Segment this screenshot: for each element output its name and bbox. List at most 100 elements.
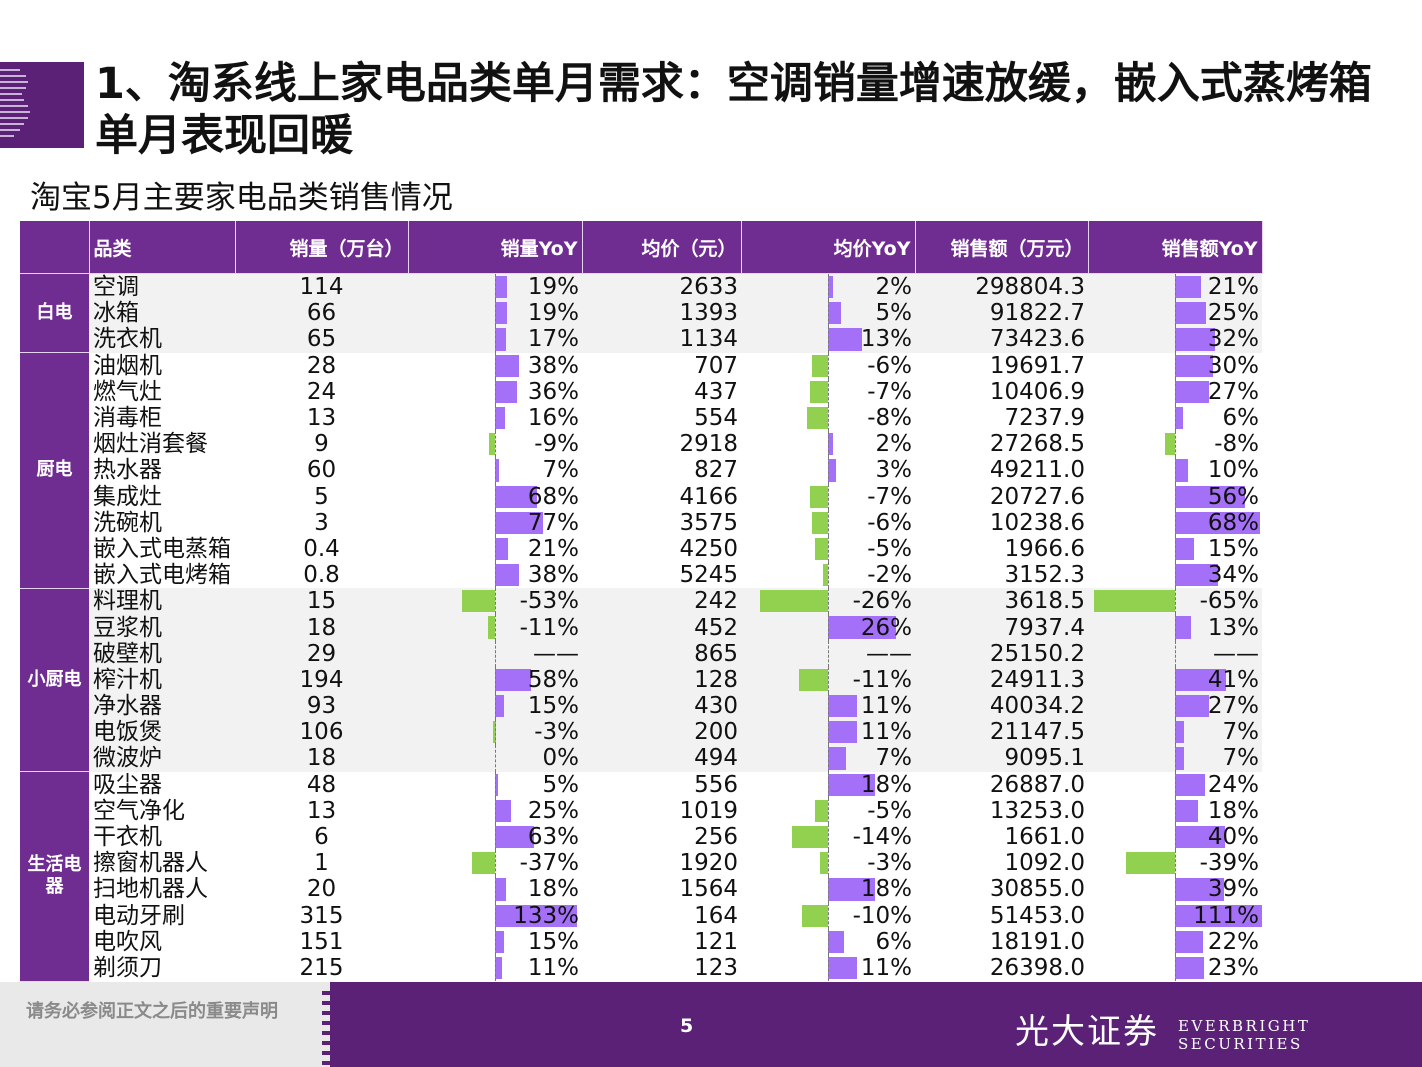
bar-label: -7% — [867, 483, 912, 510]
bar-axis — [828, 693, 829, 720]
bar-axis — [1175, 850, 1176, 877]
sales-cell: 298804.3 — [915, 273, 1088, 301]
bar-positive — [495, 799, 511, 822]
sales-yoy-cell: 40% — [1088, 823, 1262, 851]
volume-yoy-cell: 0% — [408, 745, 582, 772]
sales-cell: 18191.0 — [989, 928, 1085, 955]
item-name: 净水器 — [89, 693, 235, 720]
bar-label: 17% — [527, 326, 579, 353]
price-cell: 554 — [694, 405, 738, 432]
bar-positive — [828, 276, 834, 299]
bar-positive — [1175, 616, 1192, 639]
bar-label: -6% — [867, 509, 912, 536]
sales-yoy-cell: 30% — [1088, 352, 1262, 379]
bar-axis — [1175, 588, 1176, 615]
sales-cell: 3618.5 — [915, 588, 1088, 615]
bar-label: 19% — [527, 274, 579, 301]
sales-yoy-cell: 25% — [1088, 300, 1262, 327]
bar-axis — [1175, 274, 1176, 301]
bar-label: 111% — [1193, 902, 1259, 929]
sales-yoy-cell: 22% — [1088, 928, 1262, 955]
header-sales-yoy: 销售额YoY — [1088, 221, 1263, 274]
bar-axis — [1175, 954, 1176, 982]
bar-axis — [828, 745, 829, 772]
table-row: 厨电 油烟机 28 38% 707 -6% 19691.7 30% — [20, 352, 1262, 589]
bar-axis — [1175, 771, 1176, 798]
sales-yoy-cell: 34% — [1088, 562, 1262, 589]
table-row: 嵌入式电蒸箱 0.4 21% 4250 -5% 1966.6 15% — [20, 535, 1262, 563]
bar-axis — [1175, 640, 1176, 667]
table-row: 热水器 60 7% 827 3% 49211.0 10% — [20, 457, 1262, 484]
bar-negative — [1126, 852, 1175, 875]
bar-axis — [495, 326, 496, 353]
bar-label: 11% — [860, 719, 912, 746]
bar-positive — [1175, 904, 1262, 927]
volume-cell: 151 — [299, 928, 344, 955]
item-name: 嵌入式电蒸箱 — [93, 535, 231, 562]
bar-axis — [1175, 693, 1176, 720]
bar-label: -11% — [852, 666, 912, 693]
item-name: 燃气灶 — [93, 378, 162, 405]
volume-yoy-cell: 18% — [408, 876, 582, 903]
bar-axis — [495, 771, 496, 798]
bar-axis — [495, 745, 496, 772]
item-name: 嵌入式电烤箱 — [93, 562, 231, 589]
bar-label: 25% — [527, 797, 579, 824]
table-row: 净水器 93 15% 430 11% 40034.2 27% — [20, 693, 1262, 720]
sales-yoy-cell: 39% — [1088, 876, 1262, 903]
sales-cell: 51453.0 — [989, 902, 1085, 929]
bar-axis — [495, 797, 496, 824]
bar-negative — [809, 485, 828, 508]
bar-negative — [799, 668, 828, 691]
bar-positive — [1175, 328, 1215, 351]
price-cell: 865 — [582, 640, 741, 667]
bar-positive — [495, 930, 505, 953]
bar-label: 21% — [1207, 274, 1259, 301]
item-name: 剃须刀 — [93, 954, 162, 981]
item-name: 烟灶消套餐 — [93, 431, 208, 458]
item-name: 洗衣机 — [89, 326, 235, 353]
bar-axis — [1175, 431, 1176, 458]
category-label: 厨电 — [20, 352, 89, 589]
bar-negative — [472, 852, 495, 875]
table-row: 微波炉 18 0% 494 7% 9095.1 7% — [20, 745, 1262, 772]
bar-label: -14% — [852, 824, 912, 851]
bar-axis — [1175, 562, 1176, 589]
bar-positive — [495, 537, 509, 561]
volume-cell: 9 — [314, 431, 329, 458]
bar-label: -3% — [867, 850, 912, 877]
bar-axis — [828, 928, 829, 955]
table-header-row: 品类 销量（万台） 销量YoY 均价（元） 均价YoY 销售额（万元） 销售额Y… — [20, 221, 1263, 274]
footer-stripes-icon — [322, 991, 402, 1065]
bar-label: 3% — [875, 457, 913, 484]
item-name: 消毒柜 — [93, 405, 162, 432]
price-yoy-cell: 11% — [741, 719, 915, 746]
sales-yoy-cell: -39% — [1088, 850, 1262, 877]
bar-label: 24% — [1207, 771, 1259, 798]
bar-positive — [828, 459, 836, 482]
bar-positive — [1175, 695, 1209, 718]
bar-positive — [1175, 878, 1224, 901]
sales-yoy-cell: 21% — [1088, 273, 1262, 301]
volume-cell: 5 — [314, 483, 329, 510]
bar-positive — [495, 878, 507, 901]
sales-table: 品类 销量（万台） 销量YoY 均价（元） 均价YoY 销售额（万元） 销售额Y… — [20, 221, 1263, 982]
volume-cell: 13 — [306, 405, 337, 432]
bar-axis — [828, 562, 829, 589]
bar-label: 7% — [1222, 745, 1260, 772]
sales-yoy-cell: 27% — [1088, 378, 1262, 405]
bar-label: -11% — [519, 614, 579, 641]
bar-axis — [495, 876, 496, 903]
bar-positive — [1175, 537, 1194, 561]
volume-cell: 215 — [299, 954, 344, 981]
bar-negative — [815, 537, 828, 561]
bar-label: 58% — [527, 666, 579, 693]
volume-yoy-cell: 58% — [408, 666, 582, 693]
bar-negative — [812, 511, 828, 534]
bar-axis — [495, 562, 496, 589]
bar-label: -8% — [867, 405, 912, 432]
sales-cell: 3152.3 — [1004, 562, 1085, 589]
bar-negative — [802, 904, 828, 927]
price-yoy-cell: -5% — [741, 535, 915, 563]
bar-axis — [828, 378, 829, 405]
